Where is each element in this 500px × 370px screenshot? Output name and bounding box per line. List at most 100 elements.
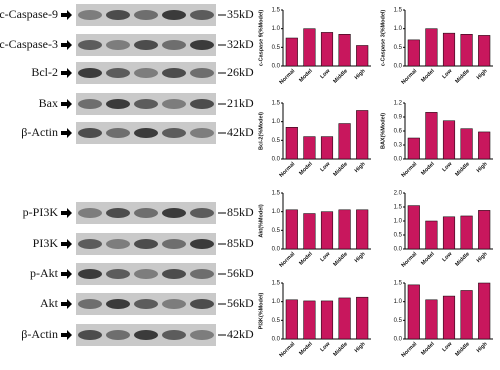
x-tick-label: Model xyxy=(420,341,436,357)
y-tick-label: 0.0 xyxy=(272,337,281,343)
y-tick-label: 0.5 xyxy=(394,45,403,51)
x-tick-label: High xyxy=(354,161,367,174)
y-tick-label: 0.5 xyxy=(394,318,403,324)
bar xyxy=(407,284,420,340)
y-tick-label: 1.5 xyxy=(394,281,403,287)
bar xyxy=(285,299,298,340)
y-tick-label: 0.6 xyxy=(394,129,403,135)
bar xyxy=(442,216,456,250)
x-tick-label: Low xyxy=(441,161,454,174)
y-tick-label: 1.5 xyxy=(394,205,403,211)
band xyxy=(134,128,158,138)
x-tick-label: Low xyxy=(319,161,332,174)
x-tick-label: Normal xyxy=(279,161,297,179)
bar xyxy=(407,39,420,67)
bar xyxy=(442,120,456,160)
bar xyxy=(425,299,438,340)
band xyxy=(190,40,214,50)
y-tick-label: 1.5 xyxy=(272,281,281,287)
bar xyxy=(460,215,473,250)
bar xyxy=(442,32,456,67)
y-tick-label: 0.0 xyxy=(272,157,281,163)
arrow xyxy=(61,299,72,309)
bar xyxy=(303,300,316,340)
band xyxy=(190,208,214,218)
bar xyxy=(460,128,473,160)
y-tick-label: 0.0 xyxy=(394,337,403,343)
arrow xyxy=(61,239,72,249)
y-tick-label: 1.0 xyxy=(394,299,403,305)
x-tick-label: Model xyxy=(298,251,314,267)
band xyxy=(162,68,186,78)
bar xyxy=(478,282,491,340)
size-label: 85kD xyxy=(227,205,254,219)
band xyxy=(162,239,186,249)
bar xyxy=(356,209,369,250)
band xyxy=(106,269,130,279)
size-label: 85kD xyxy=(227,236,254,250)
band xyxy=(106,99,130,109)
band xyxy=(190,330,214,340)
blot-label: c-Caspase-3 xyxy=(0,37,58,51)
blot-label: Akt xyxy=(40,296,59,310)
bar xyxy=(356,45,369,67)
band xyxy=(190,239,214,249)
y-tick-label: 0.3 xyxy=(394,143,403,149)
band xyxy=(78,10,102,20)
bar xyxy=(478,131,491,160)
x-tick-label: Low xyxy=(441,251,454,264)
blot-label: p-PI3K xyxy=(23,205,59,219)
band xyxy=(78,40,102,50)
x-tick-label: Normal xyxy=(279,251,297,269)
band xyxy=(134,99,158,109)
band xyxy=(106,239,130,249)
size-label: 42kD xyxy=(227,327,254,341)
y-tick-label: 0.9 xyxy=(394,115,403,121)
band xyxy=(134,10,158,20)
y-tick-label: 0.0 xyxy=(272,247,281,253)
band xyxy=(134,299,158,309)
band xyxy=(162,10,186,20)
x-tick-label: High xyxy=(354,251,367,264)
band xyxy=(78,128,102,138)
y-tick-label: 1.0 xyxy=(394,219,403,225)
x-tick-label: Model xyxy=(420,251,436,267)
x-tick-label: High xyxy=(476,251,489,264)
y-axis-label: PI3K(%Model) xyxy=(258,292,264,329)
band xyxy=(78,239,102,249)
x-tick-label: Middle xyxy=(454,161,471,178)
band xyxy=(190,10,214,20)
bar xyxy=(425,28,438,67)
x-tick-label: Model xyxy=(298,161,314,177)
band xyxy=(190,128,214,138)
bar xyxy=(303,136,316,160)
blot-label: β-Actin xyxy=(21,327,58,341)
y-tick-label: 0.0 xyxy=(394,247,403,253)
bar xyxy=(285,209,298,250)
arrow xyxy=(61,208,72,218)
band xyxy=(78,68,102,78)
bar xyxy=(338,209,351,250)
x-tick-label: Middle xyxy=(332,251,349,268)
x-tick-label: Middle xyxy=(332,341,349,358)
band xyxy=(190,269,214,279)
bar xyxy=(303,213,316,250)
x-tick-label: Model xyxy=(420,68,436,84)
size-label: 35kD xyxy=(227,7,254,21)
band xyxy=(134,40,158,50)
bar xyxy=(407,137,420,160)
x-tick-label: Normal xyxy=(401,341,419,359)
band xyxy=(134,239,158,249)
band xyxy=(134,330,158,340)
bar xyxy=(425,112,438,160)
y-axis-label: c-Caspase 3(%Model) xyxy=(380,10,386,67)
band xyxy=(106,128,130,138)
blot-strip xyxy=(76,263,216,285)
blot-label: Bax xyxy=(39,96,58,110)
y-tick-label: 1.2 xyxy=(394,101,403,107)
x-tick-label: Low xyxy=(319,68,332,81)
x-tick-label: Normal xyxy=(401,68,419,86)
y-tick-label: 1.5 xyxy=(272,8,281,14)
y-tick-label: 1.5 xyxy=(272,101,281,107)
x-tick-label: Low xyxy=(441,68,454,81)
